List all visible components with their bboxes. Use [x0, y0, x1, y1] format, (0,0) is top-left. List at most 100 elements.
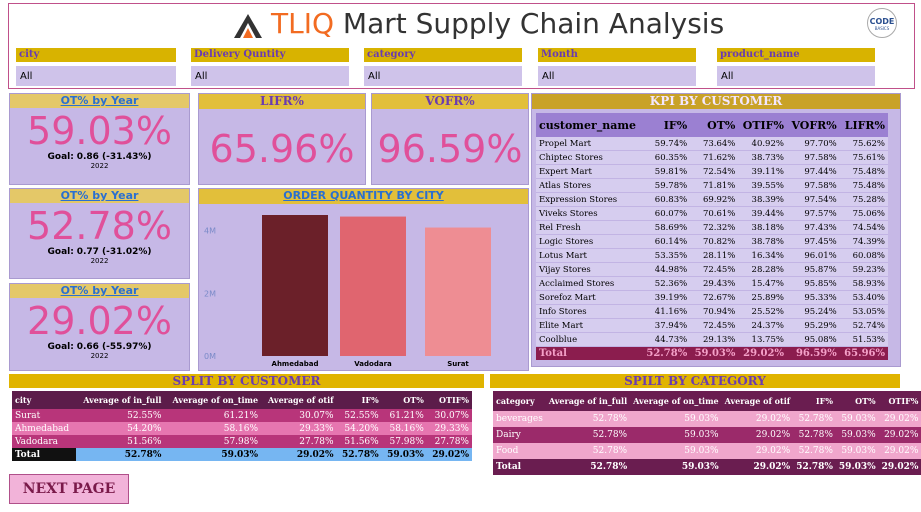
row: Expression Stores 60.83% 69.92% 38.39% 97.54…: [536, 192, 888, 207]
goal-value: 0.77 (-31.02%): [76, 247, 152, 257]
cell: 72.54%: [702, 166, 736, 177]
chart-title: ORDER QUANTITY BY CITY: [199, 189, 528, 204]
cell: Vadodara: [15, 436, 59, 447]
goal-label: Goal:: [47, 342, 74, 352]
total-cell: 29.02%: [753, 462, 791, 472]
goal-label: Goal:: [47, 247, 74, 257]
filter-dropdown[interactable]: All: [364, 66, 522, 86]
row: Expert Mart 59.81% 72.54% 39.11% 97.44% 75.48…: [536, 164, 888, 179]
cell: 58.16%: [389, 423, 424, 434]
total-cell: 59.03%: [694, 348, 736, 359]
chart: 0M 2M 4M Ahmedabad Vadodara Surat: [204, 215, 491, 368]
cell: 97.45%: [804, 236, 837, 247]
cell: Dairy: [496, 430, 521, 440]
ot-card: OT% by Year 52.78% Goal: 0.77 (-31.02%) 202…: [9, 188, 190, 279]
total-cell: 52.78%: [124, 449, 162, 460]
total-cell: 52.78%: [796, 462, 833, 472]
cell: 52.78%: [592, 430, 628, 440]
cell: Expert Mart: [539, 166, 592, 177]
title-text: Mart Supply Chain Analysis: [342, 7, 725, 40]
cell: 38.18%: [751, 222, 784, 233]
header-cell: VOFR%: [791, 118, 837, 132]
total-cell: 52.78%: [341, 449, 379, 460]
total-cell: 52.78%: [646, 348, 688, 359]
cell: 15.47%: [751, 278, 784, 289]
filter-dropdown[interactable]: All: [538, 66, 696, 86]
total-cell: 29.02%: [296, 449, 334, 460]
filter-label[interactable]: Delivery Quntity: [191, 48, 349, 62]
y-tick-label: 4M: [204, 227, 216, 236]
cell: 59.03%: [684, 430, 719, 440]
kpi-card: KPI BY CUSTOMER customer_name IF% OT% OTIF%…: [531, 93, 901, 367]
cell: 97.70%: [804, 138, 837, 149]
filter-label[interactable]: product_name: [717, 48, 875, 62]
cell: 53.35%: [654, 250, 688, 261]
x-tick-label: Vadodara: [354, 360, 392, 368]
cell: 29.02%: [884, 414, 919, 424]
filter-dropdown[interactable]: All: [16, 66, 176, 86]
cell: 58.69%: [654, 222, 688, 233]
cell: 28.28%: [751, 264, 784, 275]
cell: 75.28%: [852, 194, 885, 205]
cell: 75.61%: [852, 152, 885, 163]
goal-value: 0.86 (-31.43%): [76, 152, 152, 162]
cell: 38.39%: [751, 194, 784, 205]
header-cell: city: [15, 395, 32, 405]
cell: 39.19%: [654, 292, 688, 303]
header-cell: IF%: [815, 396, 833, 406]
row: Vadodara 51.56% 57.98% 27.78% 51.56% 57.98% 27…: [12, 435, 472, 448]
filter-label[interactable]: city: [16, 48, 176, 62]
header-cell: Average of on_time: [172, 395, 259, 405]
row: Coolblue 44.73% 29.13% 13.75% 95.08% 51.53%: [536, 332, 888, 347]
cell: 72.45%: [702, 264, 736, 275]
filter-label[interactable]: Month: [538, 48, 696, 62]
cell: 54.20%: [344, 423, 379, 434]
split-category-title: SPILT BY CATEGORY: [490, 374, 900, 388]
row: Surat 52.55% 61.21% 30.07% 52.55% 61.21% 30.07…: [12, 409, 472, 422]
next-page-button[interactable]: NEXT PAGE: [9, 474, 129, 504]
cell: 29.02%: [884, 446, 919, 456]
cell: 27.78%: [299, 436, 334, 447]
cell: Logic Stores: [539, 236, 594, 247]
cell: Rel Fresh: [539, 222, 581, 233]
chart-card: ORDER QUANTITY BY CITY 0M 2M 4M Ahmedabad Va…: [198, 188, 529, 371]
cell: 95.85%: [804, 278, 837, 289]
lifr-card: LIFR% 65.96%: [198, 93, 366, 185]
row: beverages 52.78% 59.03% 29.02% 52.78% 59.03% 2…: [493, 411, 921, 427]
cell: 97.57%: [804, 208, 837, 219]
cell: 57.98%: [223, 436, 259, 447]
cell: 38.73%: [751, 152, 784, 163]
card-title: OT% by Year: [10, 94, 189, 108]
total-cell: Total: [496, 462, 522, 472]
cell: 25.89%: [751, 292, 784, 303]
cell: Acclaimed Stores: [539, 278, 615, 289]
y-tick-label: 2M: [204, 289, 216, 298]
cell: 28.11%: [702, 250, 736, 261]
card-value: 65.96%: [209, 127, 355, 171]
row: Lotus Mart 53.35% 28.11% 16.34% 96.01% 60.08%: [536, 248, 888, 263]
cell: 60.08%: [852, 250, 885, 261]
row: Viveks Stores 60.07% 70.61% 39.44% 97.57% 75.…: [536, 206, 888, 221]
logo-icon: [234, 14, 262, 38]
cell: 53.40%: [852, 292, 885, 303]
filter-dropdown[interactable]: All: [717, 66, 875, 86]
cell: 72.32%: [702, 222, 736, 233]
cell: 58.93%: [852, 278, 885, 289]
header-cell: LIFR%: [844, 118, 885, 132]
row: Logic Stores 60.14% 70.82% 38.78% 97.45% 74.3…: [536, 234, 888, 249]
cell: 29.02%: [884, 430, 919, 440]
filter-dropdown[interactable]: All: [191, 66, 349, 86]
cell: 51.56%: [127, 436, 162, 447]
card-title: OT% by Year: [10, 284, 189, 298]
cell: 30.07%: [434, 410, 469, 421]
bar: [262, 215, 328, 356]
total-cell: 65.96%: [844, 348, 885, 359]
filter-label[interactable]: category: [364, 48, 522, 62]
cell: 29.02%: [755, 430, 791, 440]
cell: 38.78%: [751, 236, 784, 247]
cell: 30.07%: [299, 410, 334, 421]
cell: 52.55%: [127, 410, 162, 421]
cell: 44.98%: [654, 264, 688, 275]
cell: Lotus Mart: [539, 250, 587, 261]
logo-bottom: BASICS: [874, 26, 890, 31]
